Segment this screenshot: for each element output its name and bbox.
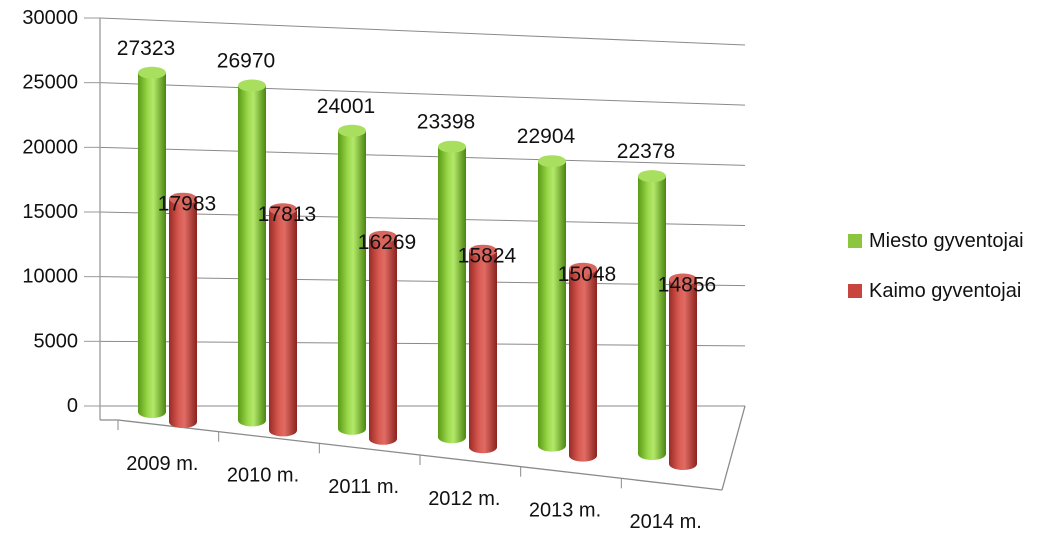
bar-body bbox=[138, 72, 166, 418]
bar-miesto-2013 bbox=[538, 155, 566, 452]
y-tick-label: 10000 bbox=[22, 266, 78, 288]
gridline bbox=[99, 17, 746, 46]
bar-top bbox=[538, 155, 566, 168]
bar-top bbox=[569, 262, 597, 275]
data-label: 17983 bbox=[158, 193, 216, 216]
bar-body bbox=[169, 198, 197, 428]
bar-body bbox=[369, 236, 397, 445]
y-tick-label: 5000 bbox=[34, 330, 79, 352]
y-tick-label: 20000 bbox=[22, 136, 78, 158]
data-label: 22378 bbox=[617, 140, 675, 163]
gridline bbox=[99, 146, 746, 166]
bar-top bbox=[438, 140, 466, 153]
legend-swatch-miesto bbox=[848, 234, 862, 248]
bar-top bbox=[169, 192, 197, 205]
data-label: 26970 bbox=[217, 50, 275, 73]
bar-miesto-2012 bbox=[438, 140, 466, 444]
data-label: 15824 bbox=[458, 245, 517, 268]
bar-top bbox=[669, 273, 697, 286]
y-tick-label: 25000 bbox=[22, 72, 78, 94]
data-label: 22904 bbox=[517, 125, 576, 148]
legend-label-miesto: Miesto gyventojai bbox=[869, 229, 1024, 252]
data-label: 24001 bbox=[317, 95, 375, 118]
bar-kaimo-2011 bbox=[369, 230, 397, 445]
bar-top bbox=[138, 66, 166, 79]
legend-label-kaimo: Kaimo gyventojai bbox=[869, 279, 1022, 302]
bar-body bbox=[269, 209, 297, 437]
x-tick-label: 2010 m. bbox=[227, 465, 299, 487]
legend-item-kaimo: Kaimo gyventojai bbox=[848, 276, 1024, 306]
bar-kaimo-2014 bbox=[669, 273, 697, 470]
bars bbox=[138, 66, 697, 470]
bar-miesto-2009 bbox=[138, 66, 166, 418]
legend-item-miesto: Miesto gyventojai bbox=[848, 226, 1024, 256]
data-label: 17813 bbox=[258, 203, 316, 226]
bar-top bbox=[469, 244, 497, 257]
bar-top bbox=[338, 124, 366, 137]
y-tick-label: 15000 bbox=[22, 201, 78, 223]
x-tick-label: 2009 m. bbox=[126, 453, 198, 475]
data-label: 14856 bbox=[658, 274, 716, 297]
x-tick-label: 2012 m. bbox=[428, 488, 500, 510]
bar-kaimo-2012 bbox=[469, 244, 497, 454]
gridline bbox=[99, 276, 746, 287]
legend-swatch-kaimo bbox=[848, 284, 862, 298]
gridline bbox=[99, 340, 746, 347]
bar-miesto-2011 bbox=[338, 124, 366, 435]
gridline bbox=[99, 211, 746, 226]
gridlines bbox=[99, 17, 746, 407]
y-tick-label: 0 bbox=[67, 395, 78, 417]
bar-body bbox=[669, 279, 697, 470]
axes: 0 5000 10000 15000 20000 25000 30000 2009 m. 201… bbox=[22, 7, 746, 533]
legend: Miesto gyventojai Kaimo gyventojai bbox=[848, 226, 1024, 326]
bar-body bbox=[538, 161, 566, 452]
data-labels: 27323 26970 24001 23398 22904 22378 17983 17813… bbox=[117, 37, 716, 297]
x-tick-label: 2011 m. bbox=[328, 476, 399, 498]
bar-top bbox=[238, 79, 266, 92]
bar-kaimo-2010 bbox=[269, 203, 297, 437]
floor-right-edge bbox=[721, 405, 746, 491]
bar-top bbox=[369, 230, 397, 243]
bar-body bbox=[469, 250, 497, 454]
data-label: 15048 bbox=[558, 263, 616, 286]
bar-body bbox=[638, 176, 666, 460]
bar-top bbox=[269, 203, 297, 216]
data-label: 16269 bbox=[358, 231, 416, 254]
bar-body bbox=[338, 130, 366, 435]
bar-kaimo-2009 bbox=[169, 192, 197, 428]
x-tick-label: 2014 m. bbox=[630, 511, 702, 533]
bar-miesto-2014 bbox=[638, 170, 666, 460]
bar-top bbox=[638, 170, 666, 183]
bar-body bbox=[438, 146, 466, 444]
bar-body bbox=[238, 85, 266, 427]
y-tick-label: 30000 bbox=[22, 7, 78, 29]
gridline bbox=[99, 82, 746, 106]
bar-kaimo-2013 bbox=[569, 262, 597, 462]
data-label: 23398 bbox=[417, 111, 475, 134]
data-label: 27323 bbox=[117, 37, 175, 60]
x-tick-label: 2013 m. bbox=[529, 500, 601, 522]
bar-miesto-2010 bbox=[238, 79, 266, 427]
bar-body bbox=[569, 268, 597, 462]
